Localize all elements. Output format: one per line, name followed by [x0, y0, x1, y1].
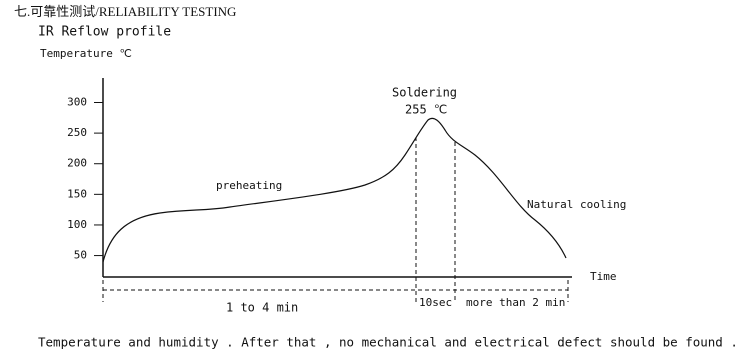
- y-axis-label: Temperature ℃: [40, 47, 132, 60]
- subheading: IR Reflow profile: [38, 25, 171, 40]
- preheat-duration: 1 to 4 min: [226, 301, 298, 315]
- heading: 七.可靠性测试/RELIABILITY TESTING: [14, 4, 236, 19]
- peak-title: Soldering: [392, 86, 457, 100]
- preheat-label: preheating: [216, 179, 282, 192]
- x-axis-label: Time: [590, 270, 617, 283]
- cooling-duration: more than 2 min: [466, 296, 565, 309]
- y-tick-label: 300: [67, 95, 87, 108]
- peak-duration: 10sec: [419, 296, 452, 309]
- y-tick-label: 200: [67, 157, 87, 170]
- profile-curve: [102, 117, 567, 263]
- peak-value: 255 ℃: [405, 103, 447, 117]
- y-tick-label: 150: [67, 187, 87, 200]
- cooling-label: Natural cooling: [527, 198, 626, 211]
- y-tick-label: 50: [74, 249, 87, 262]
- footer-note: Temperature and humidity . After that , …: [38, 335, 738, 350]
- y-tick-label: 100: [67, 218, 87, 231]
- y-tick-label: 250: [67, 126, 87, 139]
